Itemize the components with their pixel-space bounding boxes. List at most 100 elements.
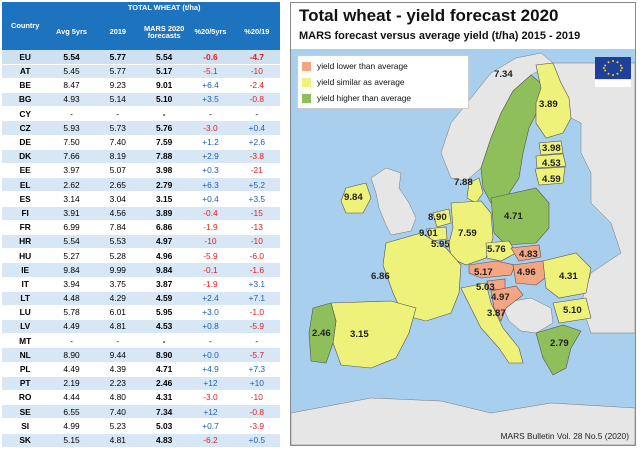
cell-pct-5yrs: -5.9 (187, 248, 234, 263)
cell-country: DK (2, 149, 49, 164)
cell-pct-5yrs: +0.3 (187, 163, 234, 178)
cell-pct-19: -2.4 (233, 78, 280, 93)
cell-pct-5yrs: -5.1 (187, 64, 234, 79)
cell-country: CY (2, 106, 49, 121)
cell-avg5yrs: 4.99 (48, 418, 95, 434)
map-label-dk: 7.88 (454, 177, 473, 188)
cell-country: FR (2, 220, 49, 235)
cell-pct-19: -5.7 (233, 347, 280, 363)
cell-avg5yrs: 5.27 (48, 248, 95, 263)
cell-2019: 9.99 (94, 262, 141, 277)
map-label-fr: 6.86 (371, 271, 390, 282)
cell-country: FI (2, 206, 49, 221)
cell-pct-5yrs: -3.0 (187, 120, 234, 136)
col-header-pct-5yrs: %20/5yrs (187, 14, 234, 50)
cell-pct-19: -1.0 (233, 305, 280, 320)
cell-forecast: 3.89 (140, 206, 188, 221)
country-belgium (425, 226, 448, 242)
cell-pct-19: -10 (233, 64, 280, 79)
land-uk (370, 167, 417, 236)
table-row: FR 6.99 7.84 6.86 -1.9 -13 (2, 220, 280, 235)
cell-pct-5yrs: +1.2 (187, 135, 234, 150)
wheat-yield-table: Country TOTAL WHEAT (t/ha) Avg 5yrs 2019… (2, 2, 280, 448)
map-label-sk: 4.83 (519, 249, 538, 260)
table-row: BG 4.93 5.14 5.10 +3.5 -0.8 (2, 92, 280, 107)
legend-item-lower: yield lower than average (302, 60, 408, 72)
cell-pct-5yrs: +6.4 (187, 78, 234, 93)
map-label-ro: 4.31 (559, 271, 578, 282)
cell-forecast: 4.31 (140, 390, 188, 405)
table-row: IE 9.84 9.99 9.84 -0.1 -1.6 (2, 262, 280, 277)
cell-avg5yrs: 5.45 (48, 64, 95, 79)
cell-avg5yrs: 5.54 (48, 50, 95, 65)
cell-2019: 4.56 (94, 206, 141, 221)
col-header-forecast: MARS 2020 forecasts (140, 14, 188, 50)
col-header-2019: 2019 (94, 14, 141, 50)
country-lithuania (534, 166, 566, 186)
map-legend: yield lower than average yield similar a… (297, 55, 469, 109)
country-latvia (535, 153, 567, 169)
cell-pct-19: -3.9 (233, 418, 280, 434)
map-label-pl: 4.71 (504, 211, 523, 222)
cell-2019: 5.77 (94, 50, 141, 65)
cell-country: RO (2, 390, 49, 405)
cell-forecast: 4.53 (140, 319, 188, 334)
cell-avg5yrs: 3.94 (48, 277, 95, 292)
country-poland (490, 187, 550, 246)
cell-forecast: 4.59 (140, 291, 188, 306)
cell-forecast: 5.17 (140, 64, 188, 79)
cell-forecast: 3.87 (140, 277, 188, 292)
col-header-country: Country (2, 2, 49, 50)
country-bulgaria (552, 297, 592, 324)
map-label-el: 2.79 (550, 338, 569, 349)
cell-pct-5yrs: - (187, 333, 234, 348)
cell-pct-19: -5.9 (233, 319, 280, 334)
cell-avg5yrs: 6.55 (48, 404, 95, 419)
cell-avg5yrs: 8.90 (48, 347, 95, 363)
cell-2019: 5.73 (94, 120, 141, 136)
cell-pct-19: -21 (233, 163, 280, 178)
country-hungary (512, 260, 550, 286)
cell-pct-19: +0.5 (233, 433, 280, 448)
cell-2019: - (94, 106, 141, 121)
country-czechia (485, 240, 517, 262)
cell-2019: 5.28 (94, 248, 141, 263)
cell-2019: 5.23 (94, 418, 141, 434)
legend-item-similar: yield similar as average (302, 76, 405, 88)
cell-country: PT (2, 376, 49, 391)
cell-pct-19: +3.1 (233, 277, 280, 292)
cell-avg5yrs: 7.66 (48, 149, 95, 164)
cell-country: SK (2, 433, 49, 448)
table-row: ES 3.14 3.04 3.15 +0.4 +3.5 (2, 191, 280, 207)
cell-2019: 5.07 (94, 163, 141, 178)
table-row: HU 5.27 5.28 4.96 -5.9 -6.0 (2, 248, 280, 263)
cell-avg5yrs: 4.48 (48, 291, 95, 306)
cell-forecast: 7.59 (140, 135, 188, 150)
cell-avg5yrs: 6.99 (48, 220, 95, 235)
map-label-be: 9.01 (419, 228, 438, 239)
cell-2019: 2.23 (94, 376, 141, 391)
cell-pct-19: +7.3 (233, 362, 280, 377)
cell-pct-19: +3.5 (233, 191, 280, 207)
table-row: PT 2.19 2.23 2.46 +12 +10 (2, 376, 280, 391)
table-row: MT - - - - - (2, 333, 280, 348)
legend-swatch-lower (302, 61, 311, 71)
cell-2019: 9.44 (94, 347, 141, 363)
legend-label-similar: yield similar as average (317, 77, 405, 87)
cell-pct-5yrs: +12 (187, 376, 234, 391)
map-footer: MARS Bulletin Vol. 28 No.5 (2020) (500, 431, 629, 441)
cell-pct-19: -10 (233, 234, 280, 249)
cell-avg5yrs: 5.15 (48, 433, 95, 448)
map-label-se: 7.34 (494, 69, 513, 80)
map-label-ie: 9.84 (344, 192, 363, 203)
map-label-hr: 4.97 (491, 292, 510, 303)
table-row: DE 7.50 7.40 7.59 +1.2 +2.6 (2, 135, 280, 150)
cell-2019: 8.19 (94, 149, 141, 164)
cell-country: CZ (2, 120, 49, 136)
legend-swatch-higher (302, 93, 311, 103)
cell-forecast: - (140, 333, 188, 348)
cell-2019: 4.81 (94, 433, 141, 448)
europe-map: 7.34 3.89 3.98 4.53 4.59 7.88 9.84 8.90 … (291, 49, 635, 445)
cell-pct-19: +10 (233, 376, 280, 391)
map-label-nl: 8.90 (428, 212, 447, 223)
